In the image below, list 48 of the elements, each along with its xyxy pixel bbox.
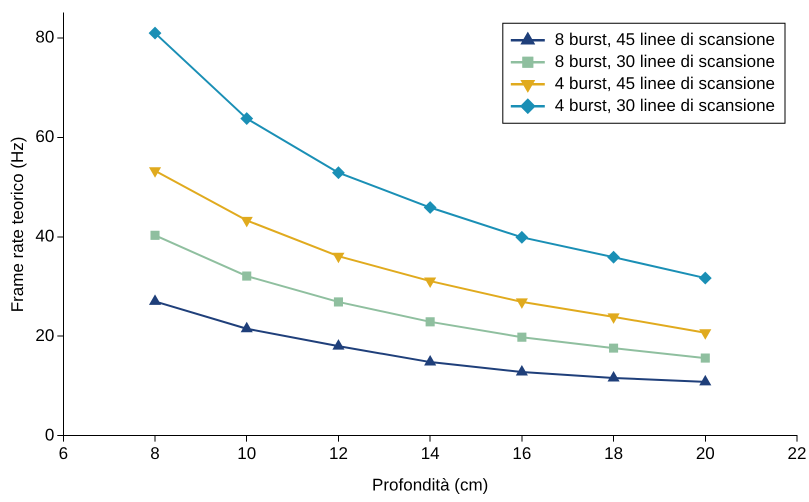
point [333, 252, 344, 262]
point [333, 340, 344, 350]
y-tick-label: 60 [35, 127, 54, 146]
point [608, 372, 619, 382]
point [608, 251, 620, 264]
point [517, 332, 526, 342]
point [242, 272, 252, 281]
point [608, 313, 619, 323]
point [334, 297, 343, 306]
point [516, 298, 528, 308]
point [700, 376, 711, 386]
x-tick-label: 20 [696, 444, 715, 463]
y-tick-label: 40 [35, 226, 54, 246]
point [700, 329, 711, 339]
legend-label: 8 burst, 45 linee di scansione [554, 30, 776, 49]
point [240, 112, 253, 125]
x-tick-label: 22 [788, 444, 806, 463]
x-tick-label: 10 [237, 444, 256, 463]
x-axis-title: Profondità (cm) [372, 475, 488, 494]
point [426, 317, 435, 326]
legend-label: 8 burst, 30 linee di scansione [554, 52, 776, 71]
point [516, 231, 528, 244]
point [150, 295, 160, 305]
point [424, 202, 436, 214]
point [424, 278, 436, 288]
x-tick-label: 14 [420, 444, 440, 463]
point [700, 354, 710, 363]
x-tick-label: 18 [604, 444, 624, 463]
x-tick-label: 6 [58, 444, 68, 463]
legend-label: 4 burst, 30 linee di scansione [554, 96, 776, 115]
point [332, 166, 344, 179]
y-tick-label: 20 [35, 326, 54, 345]
x-tick-label: 8 [150, 444, 160, 463]
point [150, 167, 160, 177]
y-axis-title: Frame rate teorico (Hz) [8, 136, 27, 312]
point [241, 322, 252, 332]
point [516, 366, 528, 376]
point [609, 344, 618, 353]
y-tick-label: 0 [44, 425, 54, 444]
point [699, 272, 712, 284]
point [149, 27, 162, 40]
point [150, 230, 160, 240]
y-tick-label: 80 [35, 28, 54, 47]
legend-label: 4 burst, 45 linee di scansione [554, 74, 776, 93]
x-tick-label: 12 [328, 444, 348, 463]
point [424, 356, 436, 366]
x-tick-label: 16 [512, 444, 532, 463]
point [241, 216, 252, 226]
